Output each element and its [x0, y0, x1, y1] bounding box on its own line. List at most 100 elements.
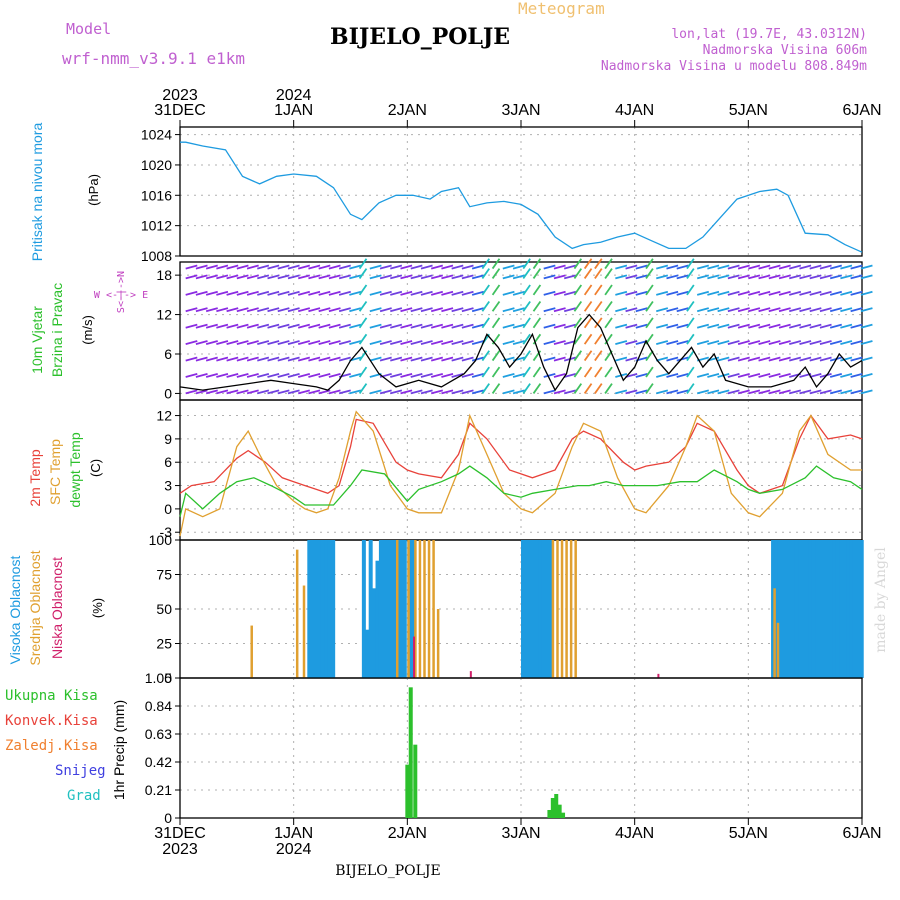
wind-arrow	[758, 373, 771, 378]
wind-arrow	[737, 356, 750, 362]
wind-arrow	[349, 307, 362, 313]
wind-arrow	[717, 323, 730, 329]
wind-arrow	[758, 356, 771, 362]
ytick-label: 9	[164, 431, 172, 447]
cloud-bar	[521, 540, 525, 678]
wind-arrow	[727, 340, 740, 346]
wind-arrow	[226, 373, 239, 378]
wind-arrow	[246, 389, 259, 395]
wind-arrow	[809, 373, 822, 378]
wind-arrow	[829, 373, 842, 378]
time-tick-day: 31DEC	[154, 102, 206, 119]
wind-arrow	[696, 373, 710, 378]
wind-arrow	[594, 300, 603, 312]
pressure-panel: 1024 1020 1016 1012 1008	[141, 126, 863, 264]
wind-arrow	[216, 323, 229, 329]
precip-legend-item: Grad	[67, 788, 101, 804]
wind-arrow	[246, 323, 259, 329]
wind-arrow	[799, 307, 812, 313]
cloud-bar	[818, 540, 823, 678]
cloud-bar	[250, 625, 253, 678]
wind-arrow	[410, 323, 423, 329]
wind-arrow	[410, 340, 423, 346]
wind-arrow	[666, 264, 679, 270]
wind-arrow	[318, 290, 331, 296]
cloud-bar	[392, 540, 397, 678]
wind-arrow	[543, 274, 556, 280]
cloud-bar	[534, 540, 539, 678]
wind-arrow	[778, 373, 791, 378]
wind-arrow	[257, 274, 270, 280]
wind-arrow	[676, 274, 689, 280]
wind-arrow	[226, 264, 239, 270]
ytick-label: -3	[160, 524, 173, 540]
cloud-bar	[389, 540, 394, 678]
wind-arrow	[328, 264, 341, 270]
wind-arrow	[441, 340, 454, 346]
wind-arrow	[748, 323, 761, 329]
wind-arrow	[318, 274, 331, 280]
wind-arrow	[727, 290, 740, 296]
wind-arrow	[625, 389, 638, 395]
wind-arrow	[860, 290, 873, 296]
temp-label-sfc: SFC Temp	[47, 439, 63, 505]
wind-arrow	[686, 366, 695, 378]
wind-arrow	[257, 389, 270, 395]
wind-arrow	[185, 274, 198, 280]
wind-arrow	[338, 389, 351, 395]
wind-arrow	[349, 290, 362, 296]
wind-arrow	[185, 373, 198, 378]
wind-arrow	[717, 307, 730, 313]
wind-arrow	[840, 307, 853, 313]
wind-arrow	[829, 389, 842, 395]
cloud-bar	[399, 540, 404, 678]
wind-arrow	[349, 389, 362, 395]
cloud-bar	[302, 585, 306, 678]
wind-speed-line	[179, 313, 863, 392]
wind-arrow	[430, 290, 444, 296]
wind-arrow	[789, 290, 802, 296]
wind-arrow	[809, 264, 822, 270]
wind-arrow	[308, 290, 321, 296]
wind-arrow	[829, 323, 842, 329]
wind-arrow	[308, 340, 321, 346]
wind-arrow	[420, 323, 433, 329]
wind-arrow	[216, 356, 229, 362]
wind-arrow	[502, 389, 515, 395]
wind-arrow	[338, 340, 351, 346]
ytick-label: 0.21	[145, 782, 172, 798]
wind-arrow	[491, 383, 501, 394]
wind-arrow	[205, 356, 218, 362]
wind-arrow	[860, 323, 873, 329]
wind-arrow	[257, 307, 270, 313]
time-tick-day: 2JAN	[388, 102, 427, 119]
cloud-bar	[773, 588, 776, 678]
wind-arrow	[737, 264, 750, 270]
wind-arrow	[573, 383, 583, 394]
wind-arrow	[379, 389, 392, 395]
wind-arrow	[860, 307, 873, 313]
wind-arrow	[635, 373, 648, 378]
wind-arrow	[379, 340, 392, 346]
lonlat-label: lon,lat (19.7E, 43.0312N)	[671, 27, 867, 42]
wind-arrow	[420, 264, 433, 270]
cloud-bar	[385, 540, 390, 678]
wind-arrow	[410, 307, 423, 313]
wind-arrow	[308, 373, 321, 378]
wind-arrow	[420, 389, 433, 395]
wind-arrow	[502, 274, 515, 280]
cloud-bar	[375, 560, 380, 678]
wind-arrow	[789, 323, 802, 329]
wind-arrow	[216, 373, 229, 378]
wind-arrow	[686, 258, 695, 270]
wind-arrow	[563, 323, 577, 329]
wind-arrow	[195, 264, 208, 270]
wind-arrow	[257, 290, 270, 296]
cloud-bar	[771, 540, 776, 678]
wind-arrow	[778, 389, 791, 395]
wind-arrow	[748, 290, 761, 296]
wind-arrow	[451, 274, 464, 280]
wind-arrow	[615, 264, 628, 270]
wind-arrow	[696, 290, 710, 296]
wind-arrow	[369, 323, 382, 329]
